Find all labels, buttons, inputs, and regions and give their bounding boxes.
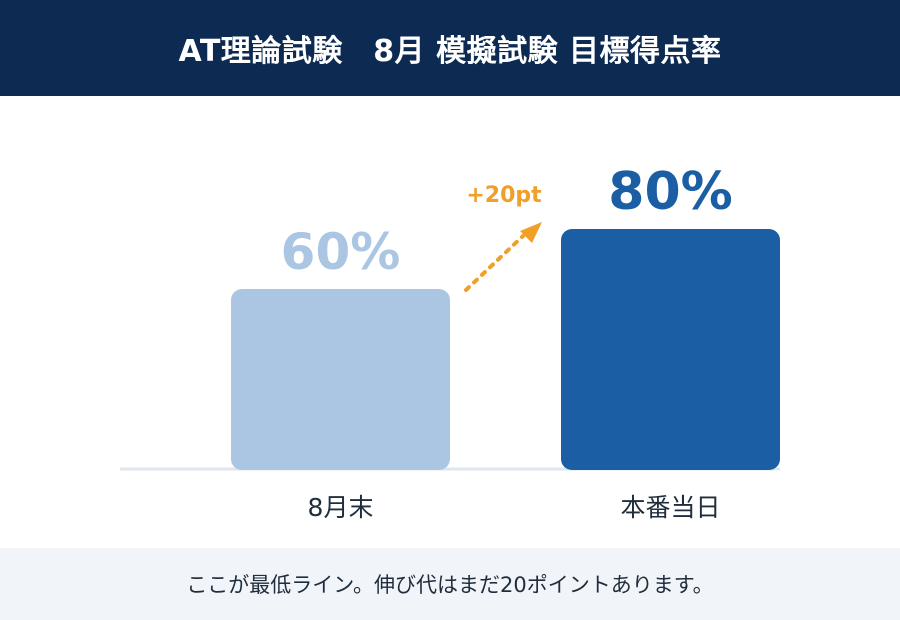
bar-1 bbox=[231, 289, 450, 470]
category-label-1: 8月末 bbox=[308, 493, 374, 522]
increase-arrow-line bbox=[464, 234, 525, 292]
annotation-layer: +20pt bbox=[464, 183, 542, 292]
category-label-2: 本番当日 bbox=[620, 493, 720, 522]
footer-note: ここが最低ライン。伸び代はまだ20ポイントあります。 bbox=[186, 573, 714, 597]
increase-annotation-label: +20pt bbox=[466, 183, 542, 208]
footer-note-bar: ここが最低ライン。伸び代はまだ20ポイントあります。 bbox=[0, 548, 900, 620]
increase-arrow-head bbox=[520, 222, 542, 243]
bar-chart: 60% 8月末 80% 本番当日 +20pt bbox=[120, 162, 780, 522]
page-title: AT理論試験 8月 模擬試験 目標得点率 bbox=[178, 34, 722, 69]
header-banner: AT理論試験 8月 模擬試験 目標得点率 bbox=[0, 0, 900, 96]
bar-value-label-2: 80% bbox=[608, 162, 732, 222]
bar-value-label-1: 60% bbox=[281, 223, 401, 281]
bars-layer: 60% 8月末 80% 本番当日 bbox=[231, 162, 780, 522]
bar-2 bbox=[561, 229, 780, 470]
